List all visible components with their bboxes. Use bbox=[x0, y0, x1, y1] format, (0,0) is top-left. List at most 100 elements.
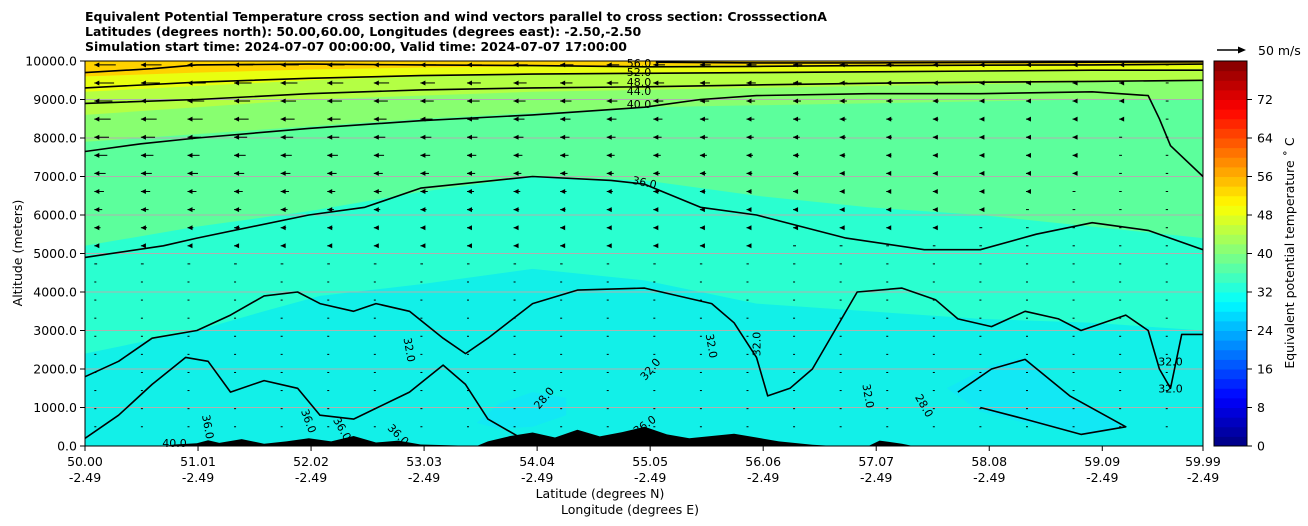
wind-vector-head bbox=[886, 189, 892, 195]
wind-vector-head bbox=[793, 134, 799, 140]
wind-vector-head bbox=[420, 225, 426, 231]
colorbar-segment bbox=[1214, 118, 1247, 129]
y-tick-label: 6000.0 bbox=[33, 208, 77, 223]
wind-vector-head bbox=[606, 207, 612, 213]
wind-vector-head bbox=[560, 98, 566, 104]
wind-vector-head bbox=[373, 152, 379, 158]
wind-vector-head bbox=[420, 152, 426, 158]
theta-field bbox=[85, 61, 1203, 446]
wind-vector-head bbox=[746, 170, 752, 176]
colorbar-segment bbox=[1214, 407, 1247, 418]
contour-line bbox=[957, 358, 1127, 436]
wind-vector-head bbox=[932, 170, 938, 176]
wind-vector-head bbox=[560, 170, 566, 176]
wind-vector-head bbox=[560, 225, 566, 231]
colorbar-segment bbox=[1214, 70, 1247, 81]
wind-vector-head bbox=[839, 225, 845, 231]
gridlines bbox=[85, 99, 1203, 408]
x-tick-label: 54.04 bbox=[519, 454, 555, 469]
wind-vector-head bbox=[373, 170, 379, 176]
wind-vector-head bbox=[606, 98, 612, 104]
contour-label: 36.0 bbox=[199, 414, 216, 440]
wind-vector-head bbox=[373, 134, 379, 140]
wind-vector-head bbox=[513, 225, 519, 231]
colorbar-segment bbox=[1214, 397, 1247, 408]
wind-vector-head bbox=[793, 170, 799, 176]
colorbar-segment bbox=[1214, 349, 1247, 360]
colorbar-segment bbox=[1214, 388, 1247, 399]
colorbar-tick-label: 0 bbox=[1257, 439, 1265, 454]
wind-vector-head bbox=[94, 116, 100, 122]
wind-vector-head bbox=[466, 225, 472, 231]
wind-vector-head bbox=[327, 207, 333, 213]
contour-line bbox=[85, 91, 1203, 178]
colorbar-segment bbox=[1214, 378, 1247, 389]
wind-vector-head bbox=[280, 243, 286, 249]
cold-pocket bbox=[946, 357, 1126, 435]
y-tick-label: 7000.0 bbox=[33, 169, 77, 184]
wind-vector-head bbox=[327, 134, 333, 140]
x-tick-label: 53.03 bbox=[406, 454, 442, 469]
wind-vector-head bbox=[699, 80, 705, 86]
colorbar-segment bbox=[1214, 282, 1247, 293]
wind-vector-head bbox=[932, 98, 938, 104]
wind-vector-head bbox=[466, 98, 472, 104]
colorbar-segment bbox=[1214, 301, 1247, 312]
wind-vector-head bbox=[746, 243, 752, 249]
wind-vector-head bbox=[979, 170, 985, 176]
colorbar-segment bbox=[1214, 205, 1247, 216]
wind-vector-head bbox=[513, 189, 519, 195]
wind-vector-head bbox=[187, 116, 193, 122]
wind-vector-head bbox=[699, 134, 705, 140]
x-tick-label: 59.09 bbox=[1084, 454, 1120, 469]
wind-vector-head bbox=[373, 80, 379, 86]
colorbar-segment bbox=[1214, 330, 1247, 341]
wind-vector-head bbox=[187, 189, 193, 195]
contour-label: 44.0 bbox=[627, 85, 652, 98]
wind-vector-head bbox=[979, 207, 985, 213]
wind-vector-head bbox=[94, 225, 100, 231]
wind-vector-head bbox=[886, 170, 892, 176]
wind-key: 50 m/s bbox=[1217, 43, 1301, 58]
wind-vector-head bbox=[560, 189, 566, 195]
wind-vector-head bbox=[280, 134, 286, 140]
wind-vector-head bbox=[140, 189, 146, 195]
wind-vector-head bbox=[699, 189, 705, 195]
wind-vector-head bbox=[1025, 134, 1031, 140]
y-tick-label: 2000.0 bbox=[33, 362, 77, 377]
wind-vector-head bbox=[280, 225, 286, 231]
wind-vector-head bbox=[420, 170, 426, 176]
x-tick-label-lon: -2.49 bbox=[747, 470, 779, 485]
x-tick-label-lon: -2.49 bbox=[973, 470, 1005, 485]
colorbar-tick-label: 72 bbox=[1257, 92, 1273, 107]
contour-label: 52.0 bbox=[627, 66, 652, 79]
wind-vector-head bbox=[513, 207, 519, 213]
wind-vector-head bbox=[793, 98, 799, 104]
wind-vector-head bbox=[1072, 116, 1078, 122]
contour-label: 32.0 bbox=[859, 383, 876, 409]
title-line: Simulation start time: 2024-07-07 00:00:… bbox=[85, 39, 627, 54]
wind-vector-head bbox=[699, 225, 705, 231]
wind-vector-head bbox=[140, 243, 146, 249]
contour-line bbox=[85, 356, 522, 439]
wind-vector-head bbox=[653, 207, 659, 213]
y-tick-label: 3000.0 bbox=[33, 323, 77, 338]
wind-vector-head bbox=[94, 170, 100, 176]
contour-line bbox=[655, 61, 1203, 64]
wind-vector-head bbox=[932, 152, 938, 158]
colorbar-segment bbox=[1214, 176, 1247, 187]
wind-vector-head bbox=[420, 207, 426, 213]
wind-key-arrowhead bbox=[1238, 46, 1246, 54]
colorbar-segment bbox=[1214, 99, 1247, 110]
wind-vector-head bbox=[94, 189, 100, 195]
wind-vector-head bbox=[513, 170, 519, 176]
x-axis: 50.00-2.4951.01-2.4952.02-2.4953.03-2.49… bbox=[67, 446, 1221, 485]
wind-vector-head bbox=[140, 116, 146, 122]
wind-vector-head bbox=[746, 207, 752, 213]
wind-vector-head bbox=[606, 243, 612, 249]
wind-vector-head bbox=[979, 189, 985, 195]
wind-vector-head bbox=[839, 170, 845, 176]
colorbar: 0 8 16 24 32 40 48 56 64 72 bbox=[1213, 60, 1273, 454]
wind-vector-head bbox=[234, 152, 240, 158]
